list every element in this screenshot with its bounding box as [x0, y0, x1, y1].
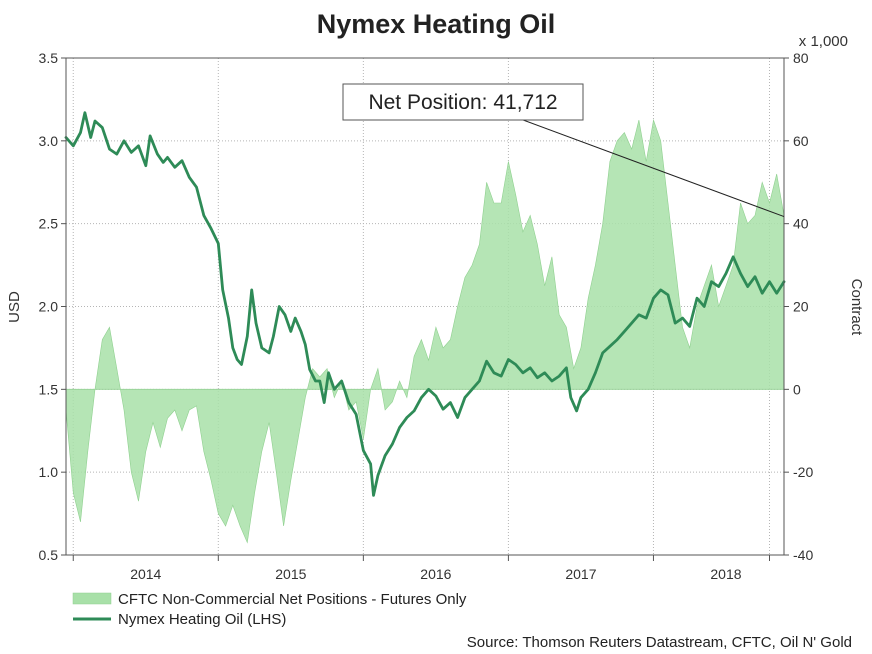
right-axis-tick-label: 40 — [793, 216, 809, 232]
heating-oil-line-layer — [64, 111, 786, 497]
left-axis-tick-label: 3.5 — [39, 50, 59, 66]
legend-label-heating-oil: Nymex Heating Oil (LHS) — [118, 611, 286, 628]
chart-title: Nymex Heating Oil — [317, 9, 556, 39]
right-axis-tick-label: 20 — [793, 299, 809, 315]
legend: CFTC Non-Commercial Net Positions - Futu… — [72, 591, 467, 628]
left-axis-tick-label: 1.0 — [39, 464, 59, 480]
left-axis-tick-label: 2.0 — [39, 299, 59, 315]
net-position-area — [65, 118, 785, 544]
source-note: Source: Thomson Reuters Datastream, CFTC… — [467, 634, 852, 651]
annotation-label: Net Position: 41,712 — [368, 91, 557, 114]
right-axis-label: Contract — [848, 279, 865, 337]
heating-oil-line — [64, 111, 786, 497]
legend-label-net-positions: CFTC Non-Commercial Net Positions - Futu… — [118, 591, 467, 608]
x-axis-tick-label: 2017 — [565, 566, 596, 582]
x-axis-tick-label: 2016 — [420, 566, 451, 582]
left-axis-tick-label: 2.5 — [39, 216, 59, 232]
right-axis-multiplier: x 1,000 — [799, 33, 848, 50]
right-axis-tick-label: 0 — [793, 381, 801, 397]
net-position-area-layer — [65, 118, 785, 544]
left-axis-label: USD — [6, 291, 23, 323]
annotation-box — [342, 83, 584, 121]
right-axis-tick-label: -40 — [793, 547, 813, 563]
right-axis-tick-label: -20 — [793, 464, 813, 480]
right-axis-tick-label: 80 — [793, 50, 809, 66]
x-axis-tick-label: 2015 — [275, 566, 306, 582]
left-axis-tick-label: 3.0 — [39, 133, 59, 149]
left-axis: 0.5 1.0 1.5 2.0 2.5 3.0 3.5 — [39, 50, 66, 563]
x-axis-tick-label: 2014 — [130, 566, 161, 582]
annotation-leader-line — [514, 116, 785, 218]
legend-swatch-net-positions — [72, 592, 112, 605]
right-axis-tick-label: 60 — [793, 133, 809, 149]
left-axis-tick-label: 1.5 — [39, 381, 59, 397]
x-axis-tick-label: 2018 — [710, 566, 741, 582]
left-axis-tick-label: 0.5 — [39, 547, 59, 563]
right-axis: -40 -20 0 20 40 60 80 — [784, 50, 813, 563]
x-axis: 2014 2015 2016 2017 2018 — [72, 555, 770, 582]
